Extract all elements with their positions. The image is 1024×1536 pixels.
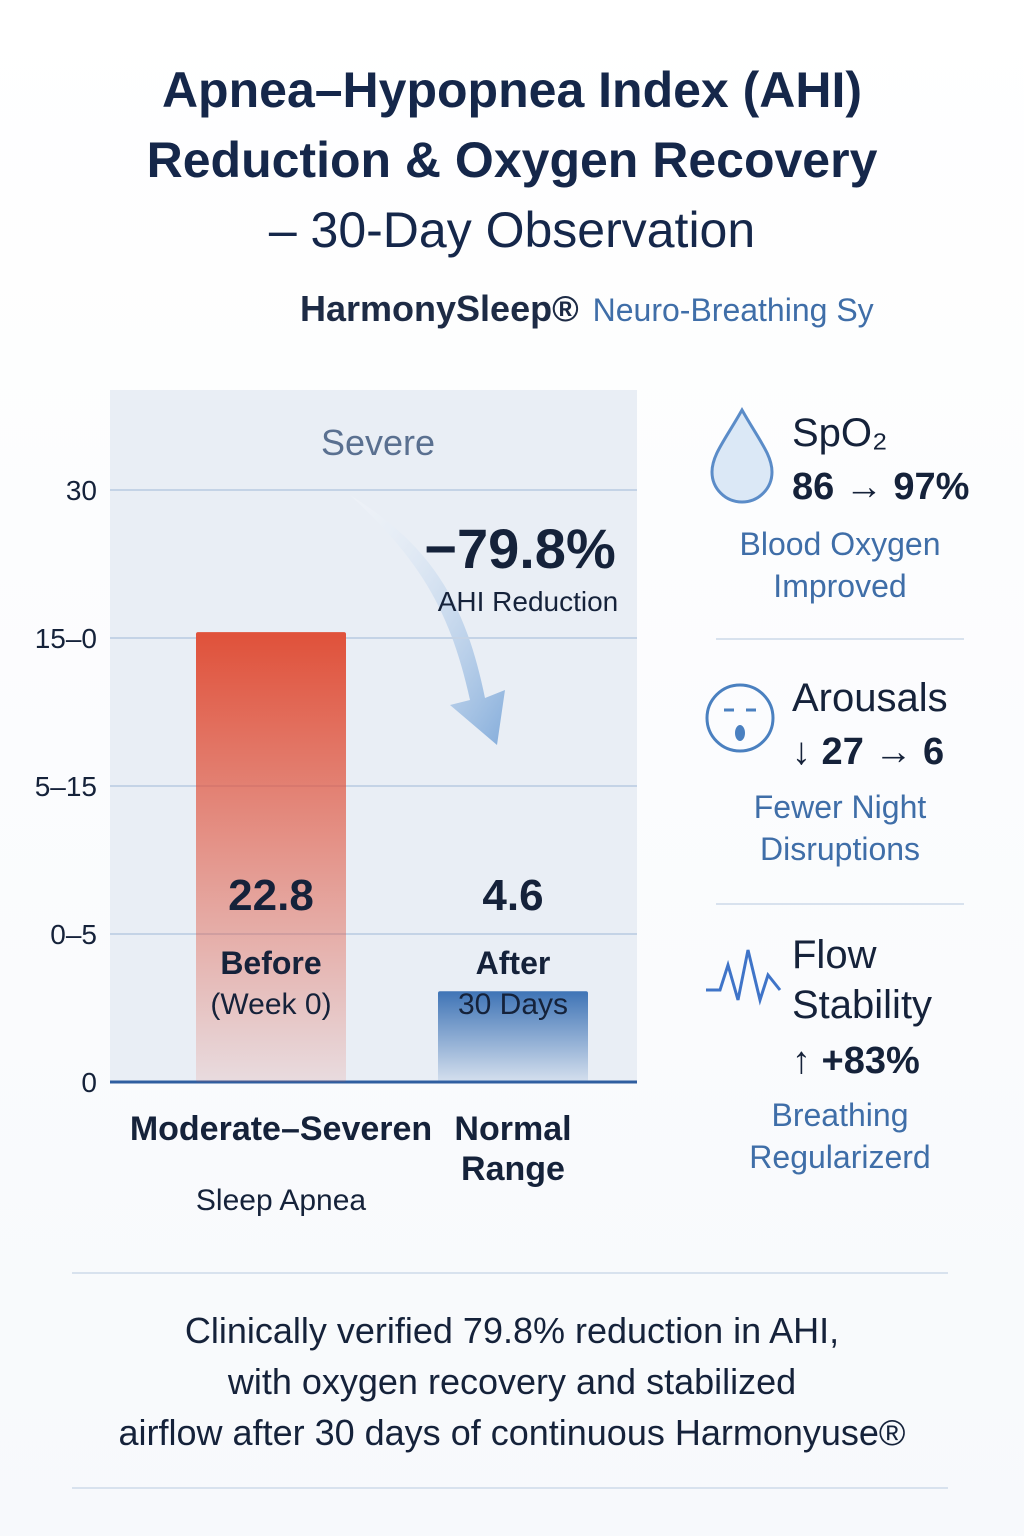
annotation-text: AHI Reduction xyxy=(438,586,619,617)
stat-value: 86 → 97% xyxy=(792,466,970,508)
face-icon xyxy=(705,683,775,753)
stat-value: ↓ 27 → 6 xyxy=(792,731,945,773)
x-tick-label: Normal Range xyxy=(454,1110,571,1188)
y-tick-label: 15–0 xyxy=(35,623,97,654)
category-note: Sleep Apnea xyxy=(196,1184,366,1217)
wave-icon xyxy=(706,949,782,1006)
bar-subcaption: 30 Days xyxy=(458,988,568,1021)
y-tick-label: 0–5 xyxy=(50,919,97,950)
divider xyxy=(716,903,964,905)
brand: HarmonySleep® xyxy=(300,288,579,329)
y-tick-label: 0 xyxy=(81,1067,97,1098)
stat-caption: Blood Oxygen Improved xyxy=(739,526,941,604)
title-line: Apnea–Hypopnea Index (AHI) xyxy=(0,55,1024,125)
divider xyxy=(72,1272,948,1274)
bar-subcaption: (Week 0) xyxy=(210,988,331,1021)
divider xyxy=(716,638,964,640)
value-label: 22.8 xyxy=(228,871,314,920)
y-tick-label: 5–15 xyxy=(35,771,97,802)
bar-caption: Before xyxy=(220,945,321,981)
footer-line: airflow after 30 days of continuous Harm… xyxy=(118,1412,906,1453)
band-label: Severe xyxy=(321,422,435,463)
annotation-value: −79.8% xyxy=(424,517,616,580)
trend-arrow xyxy=(350,495,505,745)
stat-caption: Fewer Night Disruptions xyxy=(753,789,927,867)
product: Neuro-Breathing Sy xyxy=(592,292,874,328)
bar xyxy=(438,991,588,1082)
divider xyxy=(72,1487,948,1489)
y-tick-label: 30 xyxy=(66,475,97,506)
stat-value: ↑ +83% xyxy=(792,1040,920,1082)
title-text: Reduction & Oxygen Recovery xyxy=(146,132,878,188)
stat-title: Flow Stability xyxy=(792,933,933,1027)
stat-caption: Breathing Regularizerd xyxy=(749,1097,931,1175)
footer-line: with oxygen recovery and stabilized xyxy=(227,1361,797,1402)
stat-title: SpO₂ xyxy=(792,411,888,455)
title-text: Apnea–Hypopnea Index (AHI) xyxy=(161,62,863,118)
title-line: – 30-Day Observation xyxy=(268,202,756,258)
bar xyxy=(196,632,346,1082)
bar-caption: After xyxy=(476,945,551,981)
drop-icon xyxy=(710,406,774,504)
value-label: 4.6 xyxy=(482,871,543,920)
title-line: Reduction & Oxygen Recovery xyxy=(0,125,1024,195)
footer-line: Clinically verified 79.8% reduction in A… xyxy=(184,1310,840,1351)
plot-panel xyxy=(110,390,637,1082)
stat-title: Arousals xyxy=(792,676,948,720)
x-tick-label: Moderate–Severen xyxy=(130,1110,432,1148)
subtitle: HarmonySleep® Neuro-Breathing Sy xyxy=(300,288,980,330)
face-mouth xyxy=(735,725,745,741)
